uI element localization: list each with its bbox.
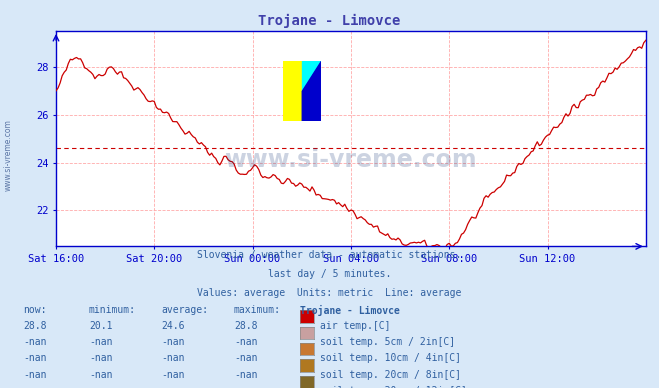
- Polygon shape: [302, 61, 322, 121]
- Text: last day / 5 minutes.: last day / 5 minutes.: [268, 269, 391, 279]
- Text: -nan: -nan: [161, 353, 185, 364]
- Text: -nan: -nan: [23, 386, 47, 388]
- Text: soil temp. 30cm / 12in[C]: soil temp. 30cm / 12in[C]: [320, 386, 467, 388]
- Text: soil temp. 10cm / 4in[C]: soil temp. 10cm / 4in[C]: [320, 353, 461, 364]
- Text: -nan: -nan: [89, 353, 113, 364]
- Text: -nan: -nan: [161, 386, 185, 388]
- Text: -nan: -nan: [23, 370, 47, 380]
- Text: Values: average  Units: metric  Line: average: Values: average Units: metric Line: aver…: [197, 288, 462, 298]
- Text: average:: average:: [161, 305, 208, 315]
- Text: 28.8: 28.8: [23, 321, 47, 331]
- Text: Trojane - Limovce: Trojane - Limovce: [258, 14, 401, 28]
- Text: -nan: -nan: [161, 337, 185, 347]
- Text: -nan: -nan: [89, 337, 113, 347]
- Text: www.si-vreme.com: www.si-vreme.com: [3, 119, 13, 191]
- Text: -nan: -nan: [234, 370, 258, 380]
- Text: air temp.[C]: air temp.[C]: [320, 321, 390, 331]
- Text: Slovenia / weather data - automatic stations.: Slovenia / weather data - automatic stat…: [197, 250, 462, 260]
- Text: maximum:: maximum:: [234, 305, 281, 315]
- Text: soil temp. 20cm / 8in[C]: soil temp. 20cm / 8in[C]: [320, 370, 461, 380]
- Text: now:: now:: [23, 305, 47, 315]
- Text: www.si-vreme.com: www.si-vreme.com: [225, 148, 477, 172]
- Text: -nan: -nan: [89, 370, 113, 380]
- Text: 24.6: 24.6: [161, 321, 185, 331]
- Text: -nan: -nan: [161, 370, 185, 380]
- Text: 28.8: 28.8: [234, 321, 258, 331]
- Text: minimum:: minimum:: [89, 305, 136, 315]
- Text: -nan: -nan: [89, 386, 113, 388]
- Text: -nan: -nan: [234, 337, 258, 347]
- Text: Trojane - Limovce: Trojane - Limovce: [300, 305, 400, 315]
- Text: -nan: -nan: [23, 353, 47, 364]
- Text: soil temp. 5cm / 2in[C]: soil temp. 5cm / 2in[C]: [320, 337, 455, 347]
- Text: 20.1: 20.1: [89, 321, 113, 331]
- Polygon shape: [302, 61, 322, 91]
- Text: -nan: -nan: [234, 353, 258, 364]
- Text: -nan: -nan: [234, 386, 258, 388]
- Polygon shape: [283, 61, 302, 121]
- Text: -nan: -nan: [23, 337, 47, 347]
